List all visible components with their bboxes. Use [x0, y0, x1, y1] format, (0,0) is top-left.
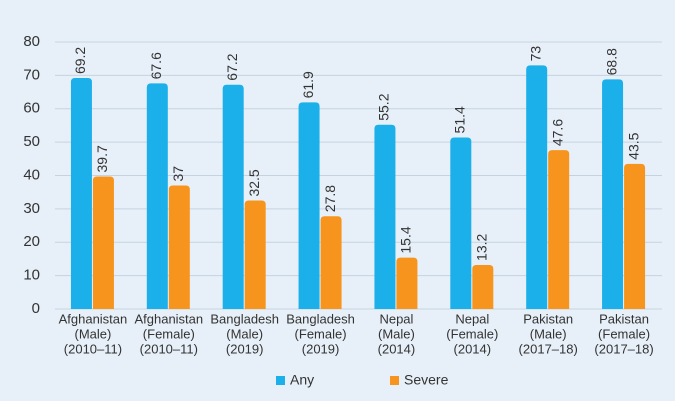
legend-swatch	[276, 376, 285, 385]
value-label: 69.2	[72, 47, 88, 74]
value-label: 39.7	[94, 145, 110, 172]
bar	[92, 176, 114, 309]
y-tick-label: 0	[32, 300, 40, 317]
x-tick-label: Pakistan	[523, 311, 573, 326]
x-tick-label: Afghanistan	[134, 311, 203, 326]
x-tick-label: (Female)	[598, 326, 650, 341]
x-tick-label: Bangladesh	[210, 311, 279, 326]
bar	[526, 65, 548, 309]
x-tick-label: (Male)	[75, 326, 112, 341]
bar	[244, 200, 266, 309]
x-tick-label: Afghanistan	[59, 311, 128, 326]
value-label: 47.6	[549, 119, 565, 146]
value-label: 43.5	[625, 132, 641, 159]
x-tick-label: Pakistan	[599, 311, 649, 326]
y-tick-label: 60	[23, 100, 40, 117]
x-tick-label: (2014)	[454, 341, 492, 356]
x-tick-label: (Male)	[378, 326, 415, 341]
bar	[450, 137, 472, 309]
value-label: 15.4	[398, 226, 414, 253]
bar	[548, 150, 570, 309]
x-tick-label: (2014)	[378, 341, 416, 356]
value-label: 73	[527, 46, 543, 62]
bar	[70, 78, 92, 309]
x-tick-label: Nepal	[455, 311, 489, 326]
y-tick-label: 40	[23, 166, 40, 183]
value-label: 51.4	[452, 106, 468, 133]
bar	[320, 216, 342, 309]
value-label: 37	[170, 166, 186, 182]
x-tick-label: (2019)	[302, 341, 340, 356]
x-tick-label: (2010–11)	[140, 341, 198, 356]
x-tick-label: (2010–11)	[64, 341, 122, 356]
x-tick-label: (Female)	[143, 326, 195, 341]
value-label: 13.2	[474, 233, 490, 260]
value-label: 61.9	[300, 71, 316, 98]
x-tick-label: Bangladesh	[286, 311, 355, 326]
legend-label: Any	[290, 372, 314, 388]
x-tick-label: (2019)	[226, 341, 264, 356]
value-label: 68.8	[603, 48, 619, 75]
y-tick-label: 70	[23, 66, 40, 83]
y-tick-label: 50	[23, 133, 40, 150]
x-tick-label: Nepal	[379, 311, 413, 326]
y-tick-label: 10	[23, 267, 40, 284]
value-label: 32.5	[246, 169, 262, 196]
value-label: 67.6	[148, 52, 164, 79]
bar	[602, 79, 624, 309]
x-tick-label: (Female)	[295, 326, 347, 341]
x-tick-label: (2017–18)	[519, 341, 578, 356]
bar	[222, 84, 244, 309]
bar	[396, 257, 418, 309]
legend-swatch	[390, 376, 399, 385]
x-tick-label: (2017–18)	[594, 341, 653, 356]
value-label: 27.8	[322, 185, 338, 212]
x-tick-label: (Male)	[226, 326, 263, 341]
bar	[298, 102, 320, 309]
bar	[624, 163, 646, 309]
value-label: 67.2	[224, 53, 240, 80]
y-tick-label: 20	[23, 233, 40, 250]
x-tick-label: (Female)	[446, 326, 498, 341]
value-label: 55.2	[376, 93, 392, 120]
x-tick-label: (Male)	[530, 326, 567, 341]
legend-label: Severe	[404, 372, 449, 388]
y-tick-label: 80	[23, 33, 40, 50]
bar	[146, 83, 168, 309]
y-tick-label: 30	[23, 200, 40, 217]
bar	[472, 264, 494, 309]
bar	[374, 124, 396, 310]
bar	[168, 185, 190, 309]
